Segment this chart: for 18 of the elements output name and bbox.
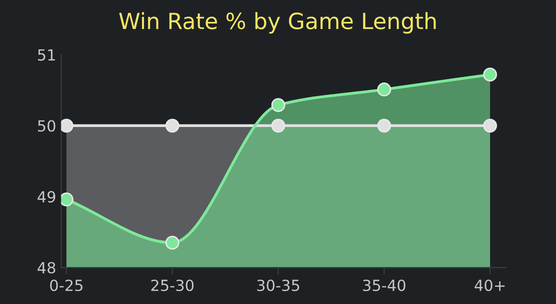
point (377, 82, 392, 96)
point (377, 118, 392, 133)
x-tick-label: 40+ (474, 280, 505, 292)
y-tick-label: 48 (38, 262, 56, 274)
y-tick-label: 50 (38, 120, 56, 132)
y-tick-label: 51 (38, 49, 55, 61)
y-tick-label: 49 (38, 191, 56, 203)
x-tick-label: 30-35 (257, 280, 300, 292)
x-tick-label: 25-30 (151, 280, 194, 292)
point (271, 98, 286, 112)
point (271, 118, 286, 133)
x-tick-label: 0-25 (50, 280, 82, 292)
point (165, 236, 180, 250)
chart-title: Win Rate % by Game Length (119, 12, 436, 34)
point (483, 118, 498, 133)
point (165, 118, 180, 133)
point (483, 68, 498, 82)
x-tick-label: 35-40 (363, 280, 406, 292)
